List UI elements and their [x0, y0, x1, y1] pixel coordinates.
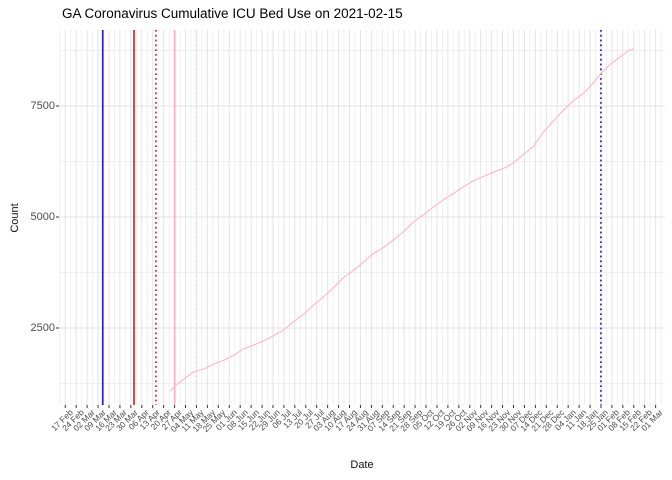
chart-title: GA Coronavirus Cumulative ICU Bed Use on… — [62, 6, 403, 21]
y-tick-label: 2500 — [30, 321, 55, 334]
y-tick-label: 5000 — [30, 210, 55, 223]
y-tick-label: 7500 — [30, 99, 55, 112]
x-axis-title: Date — [350, 459, 374, 471]
cumulative-icu-beds-line — [169, 48, 634, 392]
